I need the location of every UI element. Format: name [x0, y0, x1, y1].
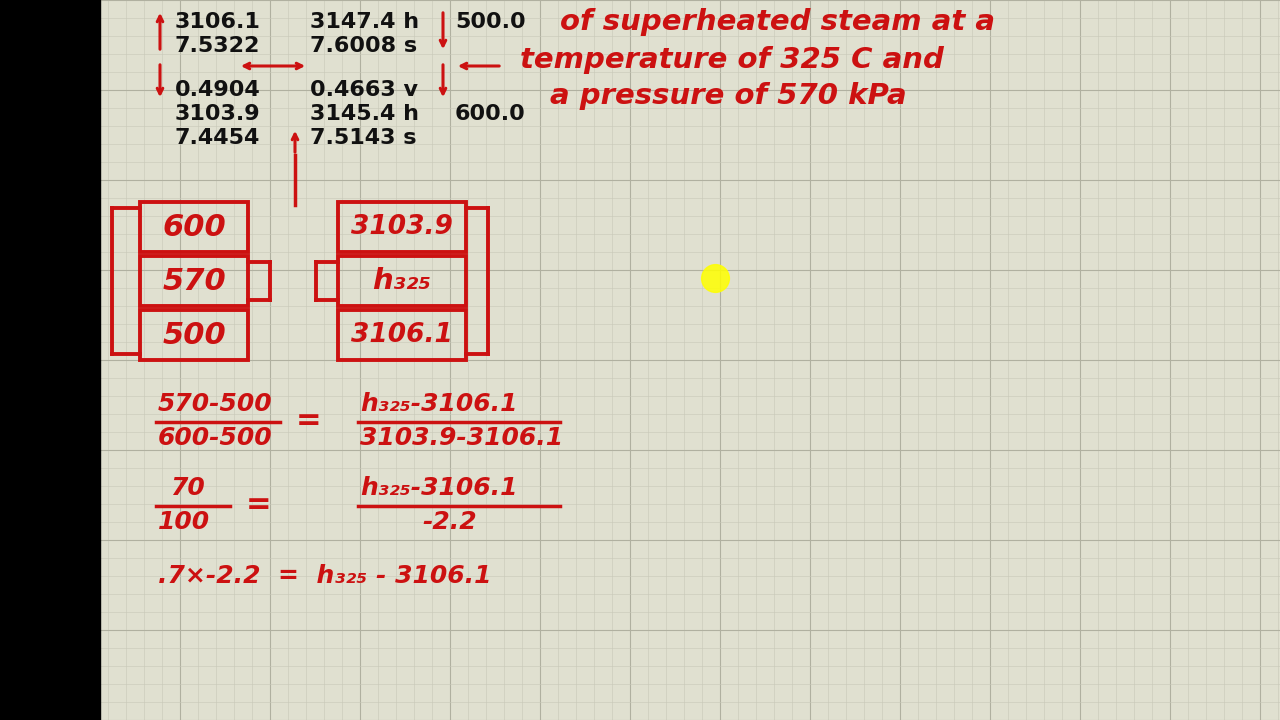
- Text: 3103.9: 3103.9: [175, 104, 261, 124]
- Text: 3147.4 h: 3147.4 h: [310, 12, 419, 32]
- Text: 7.4454: 7.4454: [175, 128, 260, 148]
- Text: a pressure of 570 kPa: a pressure of 570 kPa: [550, 82, 906, 110]
- Text: 600: 600: [163, 212, 225, 241]
- Text: 600-500: 600-500: [157, 426, 273, 450]
- Text: 7.6008 s: 7.6008 s: [310, 36, 417, 56]
- Bar: [140, 310, 248, 360]
- Text: 3106.1: 3106.1: [351, 322, 453, 348]
- Text: 7.5143 s: 7.5143 s: [310, 128, 416, 148]
- Text: .7×-2.2  =  h₃₂₅ - 3106.1: .7×-2.2 = h₃₂₅ - 3106.1: [157, 564, 492, 588]
- Text: 70: 70: [170, 476, 205, 500]
- Text: 600.0: 600.0: [454, 104, 526, 124]
- Text: 3106.1: 3106.1: [175, 12, 261, 32]
- Text: h₃₂₅-3106.1: h₃₂₅-3106.1: [360, 392, 517, 416]
- Text: h₃₂₅-3106.1: h₃₂₅-3106.1: [360, 476, 517, 500]
- Text: 500.0: 500.0: [454, 12, 526, 32]
- Text: =: =: [296, 406, 321, 435]
- Text: 3103.9: 3103.9: [351, 214, 453, 240]
- Text: 570: 570: [163, 266, 225, 295]
- Text: 3103.9-3106.1: 3103.9-3106.1: [360, 426, 563, 450]
- Text: 100: 100: [157, 510, 210, 534]
- Text: h₃₂₅: h₃₂₅: [372, 267, 431, 295]
- Text: 0.4663 v: 0.4663 v: [310, 80, 419, 100]
- Bar: [338, 202, 466, 252]
- Text: 7.5322: 7.5322: [175, 36, 260, 56]
- Text: 0.4904: 0.4904: [175, 80, 261, 100]
- Bar: [140, 202, 248, 252]
- Bar: [338, 256, 466, 306]
- Bar: [140, 256, 248, 306]
- Text: 3145.4 h: 3145.4 h: [310, 104, 419, 124]
- Text: -2.2: -2.2: [422, 510, 476, 534]
- Text: of superheated steam at a: of superheated steam at a: [561, 8, 995, 36]
- Text: 500: 500: [163, 320, 225, 349]
- Text: temperature of 325 C and: temperature of 325 C and: [520, 46, 943, 74]
- Text: =: =: [246, 490, 271, 519]
- Text: 570-500: 570-500: [157, 392, 273, 416]
- Bar: [338, 310, 466, 360]
